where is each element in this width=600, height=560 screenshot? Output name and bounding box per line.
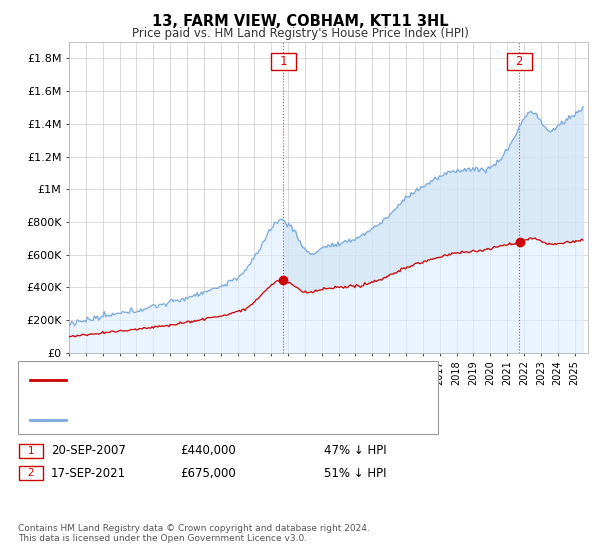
Text: 13, FARM VIEW, COBHAM, KT11 3HL: 13, FARM VIEW, COBHAM, KT11 3HL: [152, 14, 448, 29]
Text: 47% ↓ HPI: 47% ↓ HPI: [324, 444, 386, 458]
Text: £440,000: £440,000: [180, 444, 236, 458]
Text: 2: 2: [21, 468, 41, 478]
Text: 51% ↓ HPI: 51% ↓ HPI: [324, 466, 386, 480]
Text: Price paid vs. HM Land Registry's House Price Index (HPI): Price paid vs. HM Land Registry's House …: [131, 27, 469, 40]
Text: 2: 2: [509, 55, 530, 68]
Text: HPI: Average price, detached house, Elmbridge: HPI: Average price, detached house, Elmb…: [75, 412, 338, 422]
Text: 1: 1: [272, 55, 294, 68]
Text: £675,000: £675,000: [180, 466, 236, 480]
Text: 1: 1: [21, 446, 41, 456]
Text: Contains HM Land Registry data © Crown copyright and database right 2024.
This d: Contains HM Land Registry data © Crown c…: [18, 524, 370, 543]
Text: 13, FARM VIEW, COBHAM, KT11 3HL (detached house): 13, FARM VIEW, COBHAM, KT11 3HL (detache…: [75, 372, 377, 382]
Text: 20-SEP-2007: 20-SEP-2007: [51, 444, 126, 458]
Text: 17-SEP-2021: 17-SEP-2021: [51, 466, 126, 480]
